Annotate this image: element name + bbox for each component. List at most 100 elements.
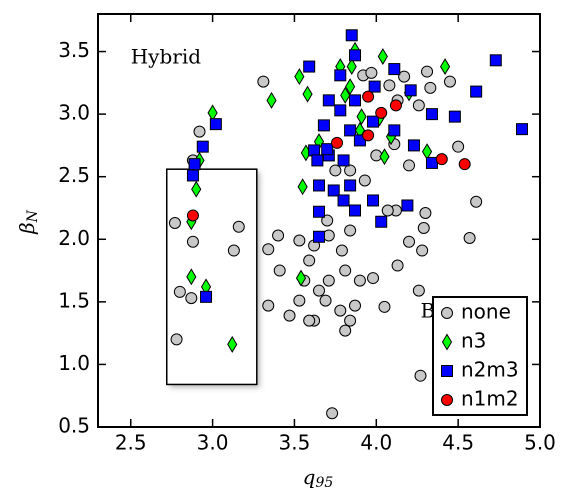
circle-point <box>186 209 199 222</box>
annotation: B <box>420 298 435 322</box>
square-point <box>188 158 201 171</box>
circle-point <box>417 222 430 235</box>
x-label-main: q <box>303 465 316 489</box>
circle-point <box>403 235 416 248</box>
x-tick-label: 3.5 <box>279 431 311 455</box>
square-point <box>196 140 209 153</box>
circle-point <box>362 90 375 103</box>
square-point <box>321 143 334 156</box>
square-point <box>515 123 528 136</box>
circle-point <box>185 292 198 305</box>
background-layer <box>166 168 260 388</box>
circle-point <box>344 164 357 177</box>
diamond-point <box>377 48 388 66</box>
circle-point <box>416 244 429 257</box>
annotation: Hybrid <box>131 44 202 68</box>
y-tick-label: 2.5 <box>58 163 90 187</box>
circle-point <box>441 394 453 406</box>
square-point <box>311 154 324 167</box>
circle-point <box>322 274 335 287</box>
diamond-point <box>421 143 433 161</box>
circle-point <box>273 264 286 277</box>
square-point <box>186 169 199 182</box>
square-point <box>388 63 401 76</box>
diamond-point <box>186 268 197 286</box>
legend-label: n2m3 <box>461 358 519 382</box>
plot-frame <box>97 13 541 428</box>
circle-point <box>313 284 325 297</box>
region-box <box>166 168 258 386</box>
square-point <box>344 124 357 137</box>
circle-point <box>435 153 448 166</box>
square-point <box>337 194 350 207</box>
diamond-point <box>191 180 202 198</box>
circle-point <box>389 99 402 112</box>
diamond-point <box>356 108 367 126</box>
legend-label: n3 <box>461 329 486 353</box>
square-point <box>344 179 357 192</box>
y-axis-label: βN <box>15 209 42 235</box>
legend-label: n1m2 <box>461 387 519 411</box>
diamond-point <box>207 104 218 122</box>
circle-point <box>293 294 306 307</box>
circle-point <box>375 106 388 119</box>
x-tick-label: 3.0 <box>197 431 229 455</box>
square-point <box>322 94 335 107</box>
square-point <box>349 49 362 62</box>
square-point <box>367 115 380 128</box>
y-tick-label: 2.0 <box>58 226 90 250</box>
circle-point <box>391 259 404 272</box>
circle-point <box>452 140 465 153</box>
circle-point <box>424 81 437 94</box>
square-point <box>334 69 347 82</box>
circle-point <box>419 206 432 219</box>
circle-point <box>403 159 416 172</box>
circle-point <box>370 149 383 162</box>
circle-point <box>358 174 371 187</box>
square-point <box>337 154 350 167</box>
circle-point <box>335 244 348 257</box>
diamond-point <box>340 86 351 104</box>
circle-point <box>319 294 332 307</box>
circle-point <box>349 299 362 312</box>
circle-point <box>414 369 427 382</box>
circle-point <box>344 314 357 327</box>
circle-point <box>383 79 396 92</box>
diamond-point <box>295 269 307 287</box>
square-point <box>404 84 417 97</box>
circle-point <box>293 234 306 247</box>
circle-point <box>321 214 334 227</box>
square-point <box>407 139 420 152</box>
legend: none n3 n2m3 n1m2 <box>432 296 528 416</box>
square-point <box>345 29 358 42</box>
x-tick-label: 2.5 <box>115 431 147 455</box>
square-point <box>470 85 483 98</box>
circle-point <box>283 309 296 322</box>
square-point <box>303 60 316 73</box>
square-point <box>425 108 438 121</box>
circle-point <box>398 70 411 83</box>
y-tick-label: 3.0 <box>58 101 90 125</box>
diamond-point <box>345 78 356 96</box>
circle-point <box>303 254 316 267</box>
circle-point <box>421 65 434 78</box>
square-point <box>388 124 401 137</box>
circle-point <box>334 304 347 317</box>
square-point <box>200 290 213 303</box>
square-point <box>375 215 388 228</box>
circle-point <box>378 300 391 313</box>
legend-label: none <box>461 300 511 324</box>
y-label-sub: N <box>25 209 41 223</box>
circle-point <box>329 164 342 177</box>
y-tick-label: 1.0 <box>58 351 90 375</box>
y-tick-label: 0.5 <box>58 414 90 438</box>
circle-point <box>303 314 316 327</box>
x-tick-label: 4.0 <box>360 431 392 455</box>
square-point <box>313 179 325 192</box>
diamond-point <box>297 178 308 196</box>
circle-point <box>365 66 378 79</box>
circle-point <box>257 75 270 88</box>
diamond-point <box>302 85 313 103</box>
circle-point <box>339 264 352 277</box>
